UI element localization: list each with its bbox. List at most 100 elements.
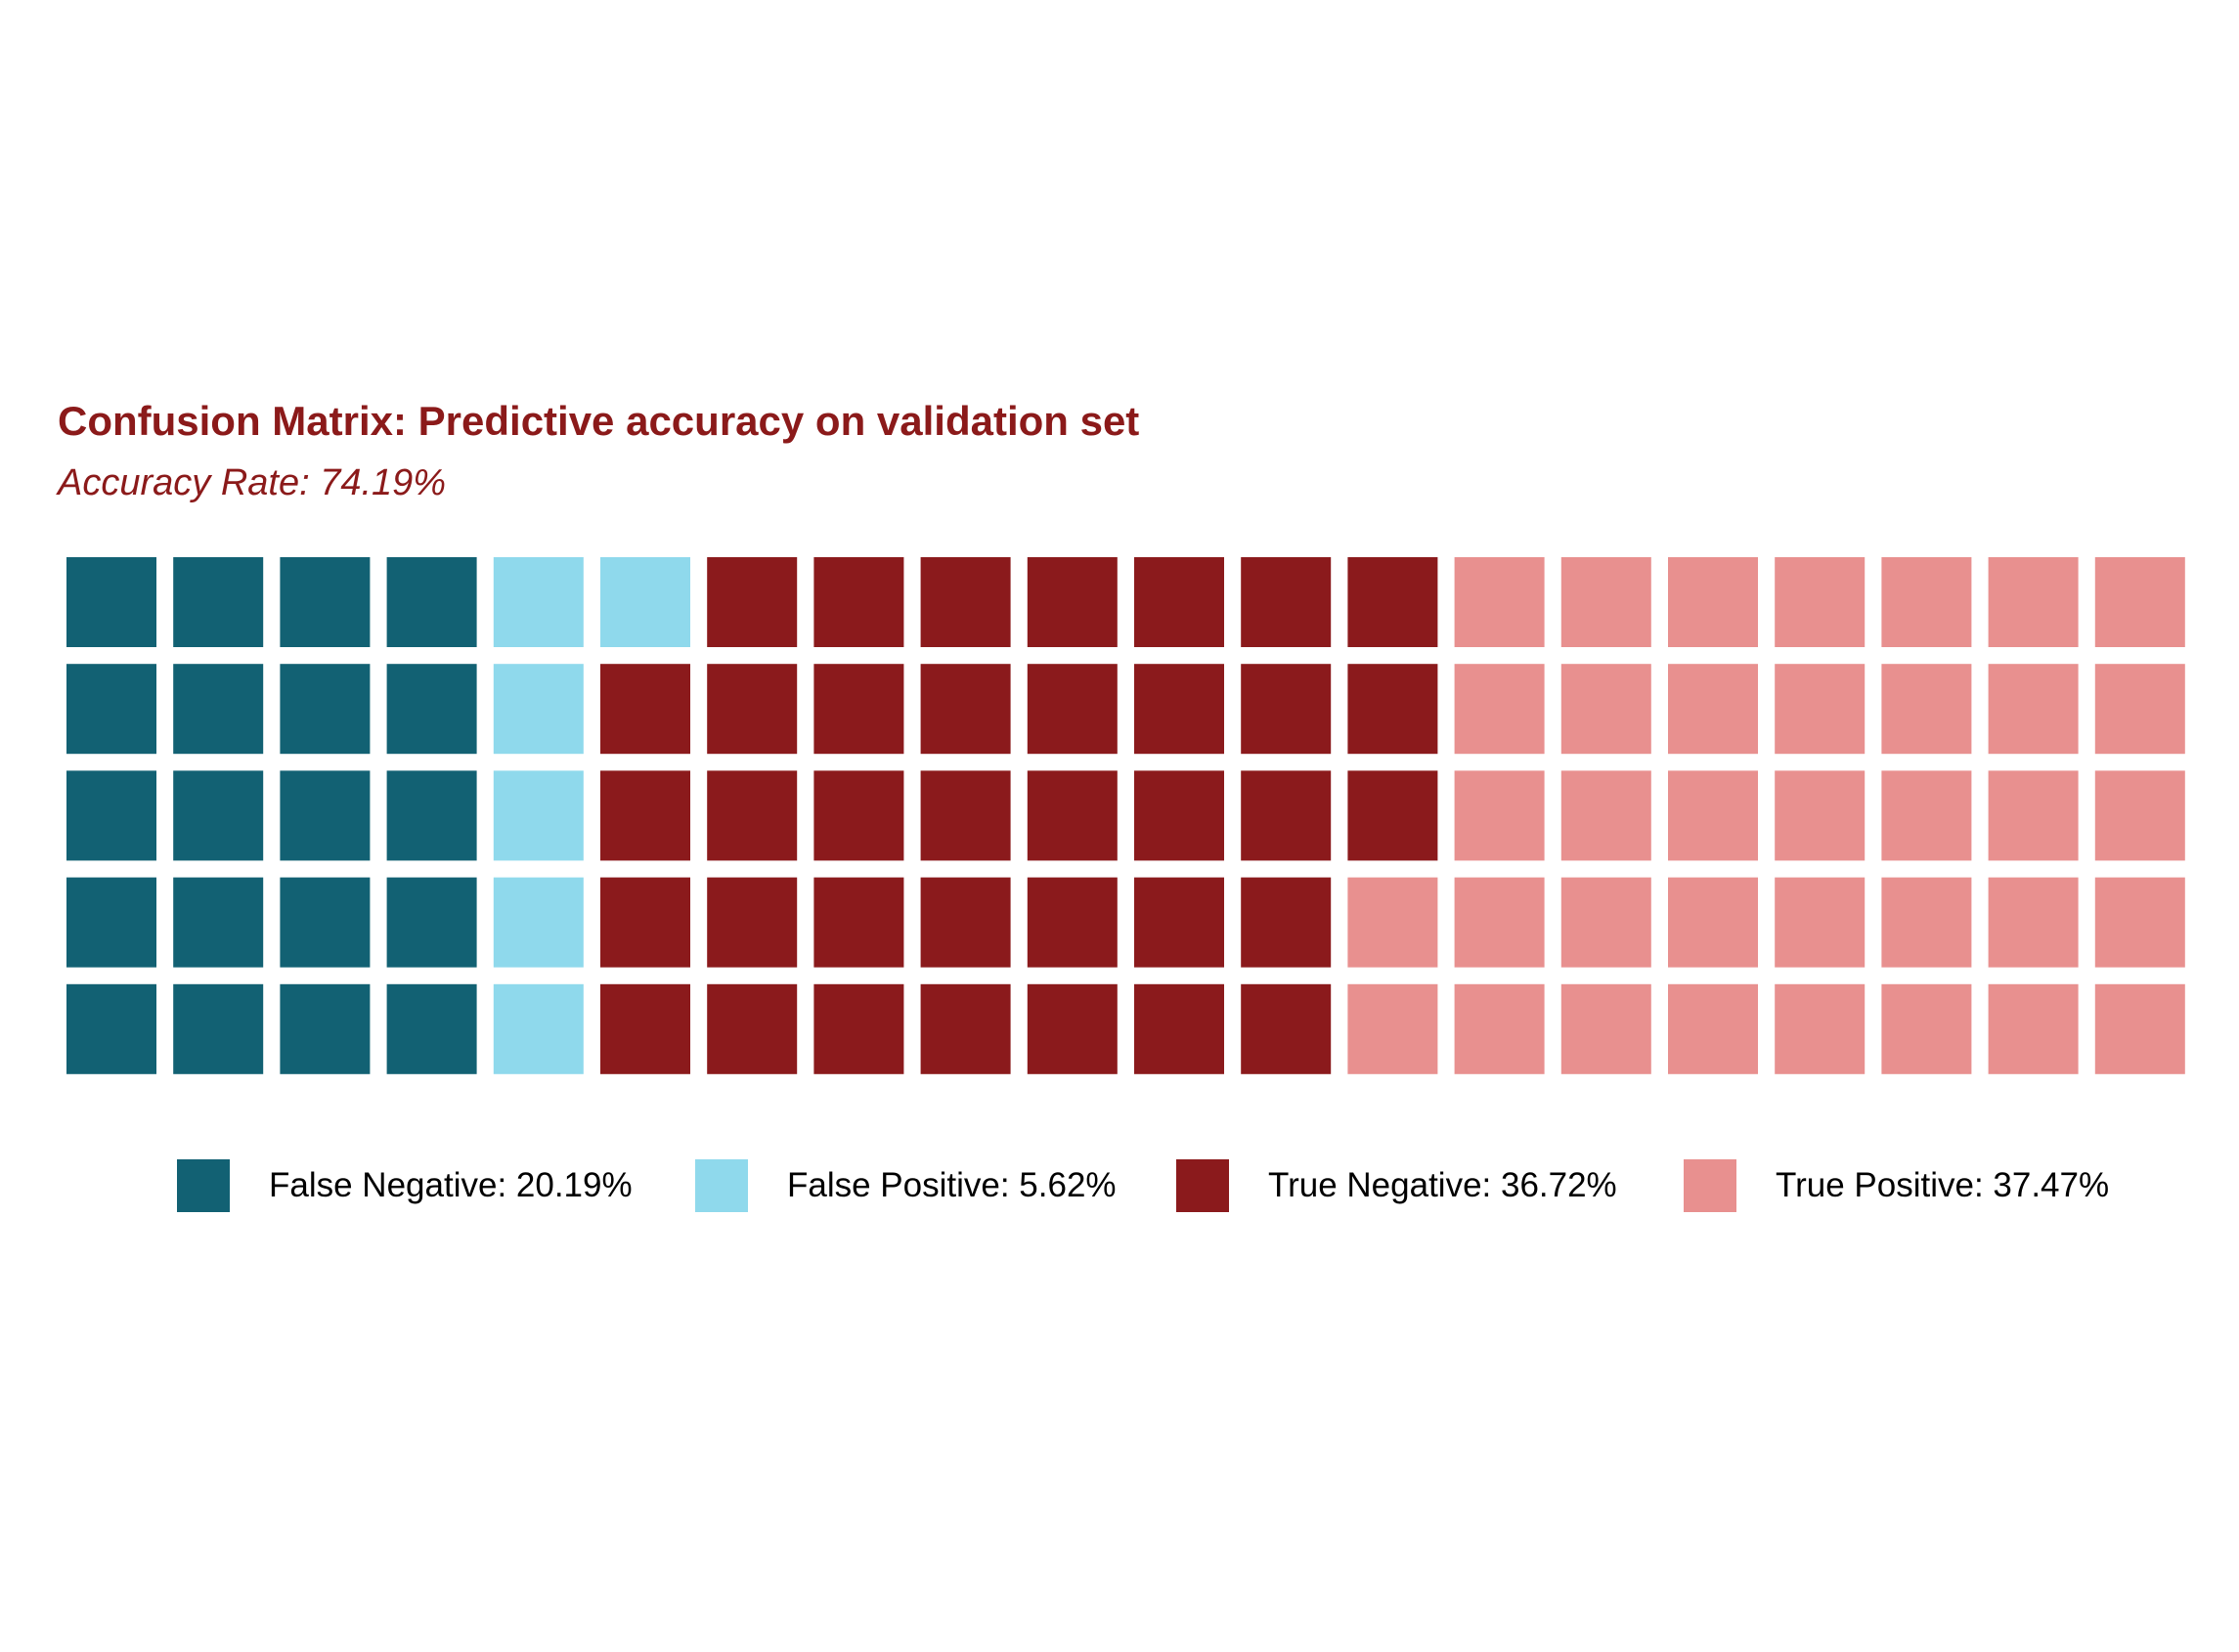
- waffle-square-true-negative: [1027, 664, 1118, 755]
- waffle-square-true-negative: [1134, 770, 1224, 861]
- waffle-square-true-positive: [1668, 664, 1758, 755]
- waffle-square-true-positive: [1560, 983, 1651, 1074]
- waffle-square-true-negative: [707, 557, 798, 647]
- waffle-square-true-negative: [1134, 983, 1224, 1074]
- waffle-square-true-positive: [1775, 770, 1866, 861]
- waffle-square-true-negative: [1241, 557, 1332, 647]
- legend-swatch-false-negative: [177, 1159, 230, 1212]
- legend-swatch-true-negative: [1176, 1159, 1229, 1212]
- waffle-square-true-negative: [1027, 770, 1118, 861]
- waffle-square-true-positive: [1988, 983, 2079, 1074]
- waffle-square-true-negative: [813, 770, 904, 861]
- waffle-square-true-negative: [1347, 664, 1438, 755]
- waffle-square-true-positive: [2094, 557, 2185, 647]
- waffle-square-true-negative: [1241, 770, 1332, 861]
- waffle-square-false-negative: [173, 877, 264, 968]
- waffle-square-true-negative: [1241, 983, 1332, 1074]
- legend-swatch-false-positive: [695, 1159, 748, 1212]
- waffle-square-true-negative: [1134, 877, 1224, 968]
- waffle-square-true-negative: [600, 877, 690, 968]
- waffle-square-true-negative: [1027, 983, 1118, 1074]
- waffle-square-true-positive: [1668, 983, 1758, 1074]
- waffle-square-true-negative: [600, 770, 690, 861]
- waffle-square-true-negative: [707, 770, 798, 861]
- waffle-square-true-positive: [1560, 770, 1651, 861]
- waffle-square-false-negative: [386, 983, 477, 1074]
- legend-label-false-negative: False Negative: 20.19%: [269, 1166, 633, 1204]
- waffle-square-true-positive: [1881, 557, 1972, 647]
- waffle-square-true-negative: [813, 557, 904, 647]
- waffle-square-true-positive: [1454, 770, 1545, 861]
- waffle-square-true-negative: [1027, 877, 1118, 968]
- waffle-square-true-positive: [1775, 877, 1866, 968]
- waffle-square-false-negative: [173, 983, 264, 1074]
- waffle-square-true-negative: [813, 664, 904, 755]
- waffle-square-true-positive: [1454, 983, 1545, 1074]
- waffle-square-false-positive: [493, 877, 584, 968]
- waffle-square-false-negative: [386, 664, 477, 755]
- waffle-square-false-negative: [280, 770, 371, 861]
- waffle-square-true-positive: [1347, 983, 1438, 1074]
- waffle-square-false-negative: [280, 983, 371, 1074]
- waffle-square-false-positive: [493, 664, 584, 755]
- waffle-square-true-positive: [1881, 877, 1972, 968]
- waffle-square-true-positive: [1347, 877, 1438, 968]
- legend-item-true-positive: True Positive: 37.47%: [1684, 1159, 2109, 1212]
- waffle-square-false-negative: [386, 877, 477, 968]
- waffle-square-true-negative: [920, 557, 1011, 647]
- legend-label-false-positive: False Positive: 5.62%: [787, 1166, 1117, 1204]
- waffle-square-true-negative: [1027, 557, 1118, 647]
- chart-title: Confusion Matrix: Predictive accuracy on…: [58, 398, 1140, 444]
- waffle-square-true-negative: [813, 877, 904, 968]
- chart-subtitle: Accuracy Rate: 74.19%: [58, 462, 447, 503]
- waffle-square-false-negative: [386, 770, 477, 861]
- waffle-square-false-positive: [493, 557, 584, 647]
- waffle-square-true-positive: [1881, 664, 1972, 755]
- legend-item-true-negative: True Negative: 36.72%: [1176, 1159, 1617, 1212]
- waffle-square-false-negative: [66, 557, 156, 647]
- waffle-square-false-positive: [493, 770, 584, 861]
- waffle-square-true-positive: [2094, 770, 2185, 861]
- waffle-square-true-positive: [1668, 877, 1758, 968]
- waffle-square-true-positive: [1775, 983, 1866, 1074]
- waffle-square-true-negative: [813, 983, 904, 1074]
- waffle-square-true-positive: [1988, 664, 2079, 755]
- waffle-square-true-negative: [920, 983, 1011, 1074]
- waffle-square-false-negative: [66, 983, 156, 1074]
- waffle-square-true-negative: [707, 983, 798, 1074]
- waffle-square-true-positive: [1881, 770, 1972, 861]
- waffle-square-false-negative: [173, 664, 264, 755]
- waffle-square-true-positive: [2094, 877, 2185, 968]
- waffle-square-false-positive: [493, 983, 584, 1074]
- waffle-square-true-positive: [1775, 557, 1866, 647]
- waffle-square-true-positive: [1560, 557, 1651, 647]
- waffle-square-true-positive: [1988, 877, 2079, 968]
- legend-item-false-positive: False Positive: 5.62%: [695, 1159, 1117, 1212]
- waffle-square-false-negative: [386, 557, 477, 647]
- waffle-square-false-negative: [66, 877, 156, 968]
- waffle-square-true-negative: [1347, 557, 1438, 647]
- waffle-square-true-negative: [920, 877, 1011, 968]
- waffle-square-false-negative: [66, 770, 156, 861]
- waffle-square-true-negative: [1241, 664, 1332, 755]
- waffle-square-true-positive: [1560, 877, 1651, 968]
- waffle-square-true-negative: [600, 664, 690, 755]
- waffle-square-true-positive: [1454, 557, 1545, 647]
- waffle-square-true-positive: [1454, 877, 1545, 968]
- waffle-square-false-negative: [66, 664, 156, 755]
- waffle-square-true-negative: [707, 877, 798, 968]
- waffle-square-true-positive: [1881, 983, 1972, 1074]
- waffle-square-false-positive: [600, 557, 690, 647]
- waffle-square-true-positive: [1988, 770, 2079, 861]
- waffle-square-true-positive: [1668, 770, 1758, 861]
- legend-label-true-positive: True Positive: 37.47%: [1776, 1166, 2110, 1204]
- legend-label-true-negative: True Negative: 36.72%: [1268, 1166, 1617, 1204]
- waffle-square-true-positive: [1668, 557, 1758, 647]
- waffle-square-true-negative: [920, 770, 1011, 861]
- waffle-square-true-negative: [1134, 664, 1224, 755]
- waffle-square-true-positive: [1454, 664, 1545, 755]
- waffle-square-false-negative: [173, 770, 264, 861]
- waffle-square-false-negative: [280, 877, 371, 968]
- waffle-square-true-positive: [2094, 664, 2185, 755]
